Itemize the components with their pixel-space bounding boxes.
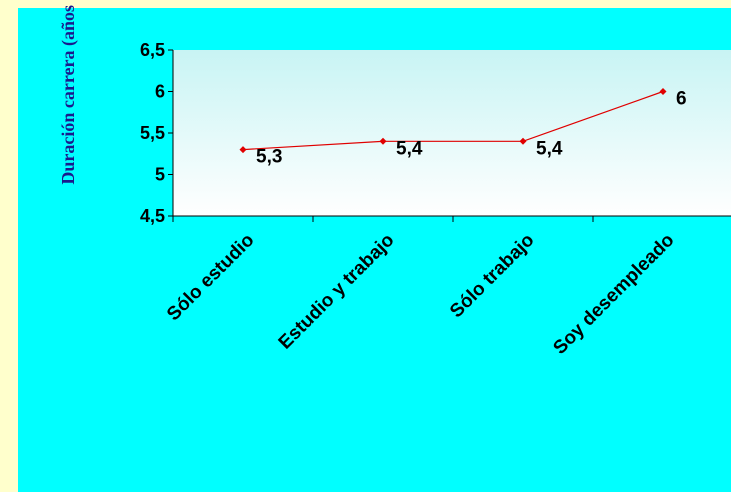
plot-area xyxy=(173,50,731,216)
data-label: 5,3 xyxy=(256,147,282,168)
y-tick-label: 4,5 xyxy=(140,206,165,226)
y-tick-label: 5 xyxy=(155,165,165,185)
y-tick-label: 5,5 xyxy=(140,123,165,143)
data-point-marker xyxy=(519,137,527,145)
y-tick-label: 6,5 xyxy=(140,40,165,60)
series-line: 5,3 5,4 5,4 6 xyxy=(239,88,687,168)
series-line-path xyxy=(242,90,664,151)
data-point-marker xyxy=(239,146,247,154)
data-label: 6 xyxy=(676,89,687,110)
y-axis-ticks: 4,5 5 5,5 6 6,5 xyxy=(140,40,173,226)
data-point-marker xyxy=(379,137,387,145)
y-axis-title: Duración carrera (años xyxy=(58,5,79,185)
data-point-marker xyxy=(659,88,667,95)
data-label: 5,4 xyxy=(536,138,563,159)
data-label: 5,4 xyxy=(396,138,423,159)
y-tick-label: 6 xyxy=(155,82,165,102)
